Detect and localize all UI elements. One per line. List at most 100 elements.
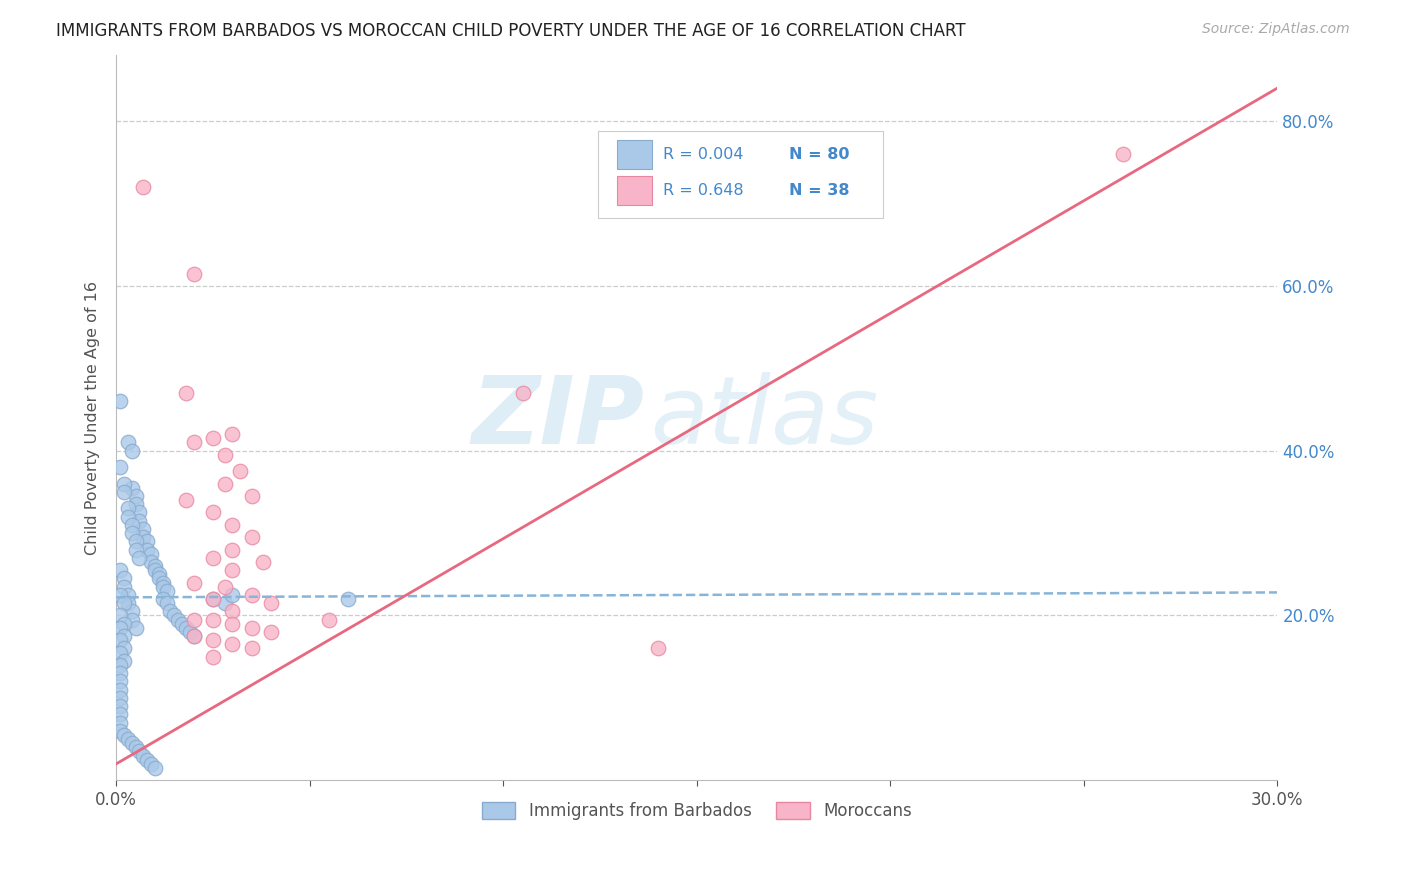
- Point: [136, 542, 159, 557]
- Point: [108, 715, 131, 730]
- Y-axis label: Child Poverty Under the Age of 16: Child Poverty Under the Age of 16: [86, 281, 100, 555]
- Legend: Immigrants from Barbados, Moroccans: Immigrants from Barbados, Moroccans: [475, 795, 918, 826]
- Point: [337, 592, 360, 607]
- Point: [117, 435, 139, 450]
- Point: [221, 588, 243, 602]
- Point: [108, 633, 131, 648]
- Point: [512, 386, 534, 401]
- Point: [240, 489, 263, 503]
- Text: Source: ZipAtlas.com: Source: ZipAtlas.com: [1202, 22, 1350, 37]
- Point: [128, 506, 150, 520]
- Point: [139, 555, 162, 569]
- Point: [108, 657, 131, 672]
- FancyBboxPatch shape: [598, 131, 883, 219]
- Text: R = 0.648: R = 0.648: [664, 183, 744, 198]
- Point: [260, 624, 283, 639]
- Point: [202, 633, 225, 648]
- Point: [174, 493, 197, 508]
- Point: [221, 637, 243, 651]
- Point: [108, 460, 131, 475]
- Point: [240, 641, 263, 656]
- Point: [163, 608, 186, 623]
- Point: [112, 484, 135, 499]
- Point: [202, 613, 225, 627]
- Point: [108, 666, 131, 681]
- Point: [174, 386, 197, 401]
- Point: [112, 728, 135, 742]
- Point: [202, 592, 225, 607]
- Point: [214, 476, 236, 491]
- Point: [240, 530, 263, 544]
- Point: [179, 624, 201, 639]
- Point: [214, 448, 236, 462]
- Point: [202, 506, 225, 520]
- Point: [117, 732, 139, 747]
- Point: [112, 629, 135, 643]
- Point: [121, 526, 143, 541]
- Point: [124, 497, 146, 511]
- Point: [148, 567, 170, 582]
- Point: [152, 580, 174, 594]
- Point: [124, 534, 146, 549]
- Text: N = 80: N = 80: [789, 147, 849, 162]
- Point: [202, 592, 225, 607]
- Point: [221, 604, 243, 618]
- Point: [143, 761, 166, 775]
- Point: [183, 613, 205, 627]
- Point: [159, 604, 181, 618]
- Point: [240, 588, 263, 602]
- Point: [183, 629, 205, 643]
- Point: [183, 435, 205, 450]
- Point: [252, 555, 274, 569]
- Point: [117, 501, 139, 516]
- Point: [139, 547, 162, 561]
- Point: [124, 542, 146, 557]
- Point: [647, 641, 669, 656]
- Point: [112, 476, 135, 491]
- Point: [202, 550, 225, 565]
- Point: [132, 748, 155, 763]
- Point: [124, 621, 146, 635]
- Point: [214, 596, 236, 610]
- Point: [117, 509, 139, 524]
- Point: [108, 646, 131, 660]
- Point: [121, 517, 143, 532]
- Point: [112, 596, 135, 610]
- Point: [108, 690, 131, 705]
- Point: [155, 596, 177, 610]
- Point: [112, 580, 135, 594]
- Point: [108, 707, 131, 722]
- Point: [121, 481, 143, 495]
- Point: [221, 517, 243, 532]
- Point: [136, 534, 159, 549]
- Point: [128, 550, 150, 565]
- Point: [108, 588, 131, 602]
- Point: [121, 613, 143, 627]
- Point: [112, 616, 135, 631]
- Point: [229, 464, 252, 478]
- Point: [132, 530, 155, 544]
- Point: [221, 542, 243, 557]
- Point: [221, 427, 243, 442]
- Point: [121, 736, 143, 750]
- Text: IMMIGRANTS FROM BARBADOS VS MOROCCAN CHILD POVERTY UNDER THE AGE OF 16 CORRELATI: IMMIGRANTS FROM BARBADOS VS MOROCCAN CHI…: [56, 22, 966, 40]
- Point: [155, 583, 177, 598]
- Bar: [617, 177, 651, 205]
- Point: [108, 674, 131, 689]
- Point: [167, 613, 190, 627]
- Point: [174, 621, 197, 635]
- Point: [202, 431, 225, 445]
- Point: [132, 522, 155, 536]
- Point: [318, 613, 340, 627]
- Point: [128, 514, 150, 528]
- Point: [139, 756, 162, 771]
- Point: [108, 682, 131, 697]
- Bar: [617, 140, 651, 169]
- Point: [1111, 147, 1133, 161]
- Text: ZIP: ZIP: [471, 372, 644, 464]
- Point: [121, 443, 143, 458]
- Point: [240, 621, 263, 635]
- Point: [152, 592, 174, 607]
- Point: [117, 596, 139, 610]
- Point: [202, 649, 225, 664]
